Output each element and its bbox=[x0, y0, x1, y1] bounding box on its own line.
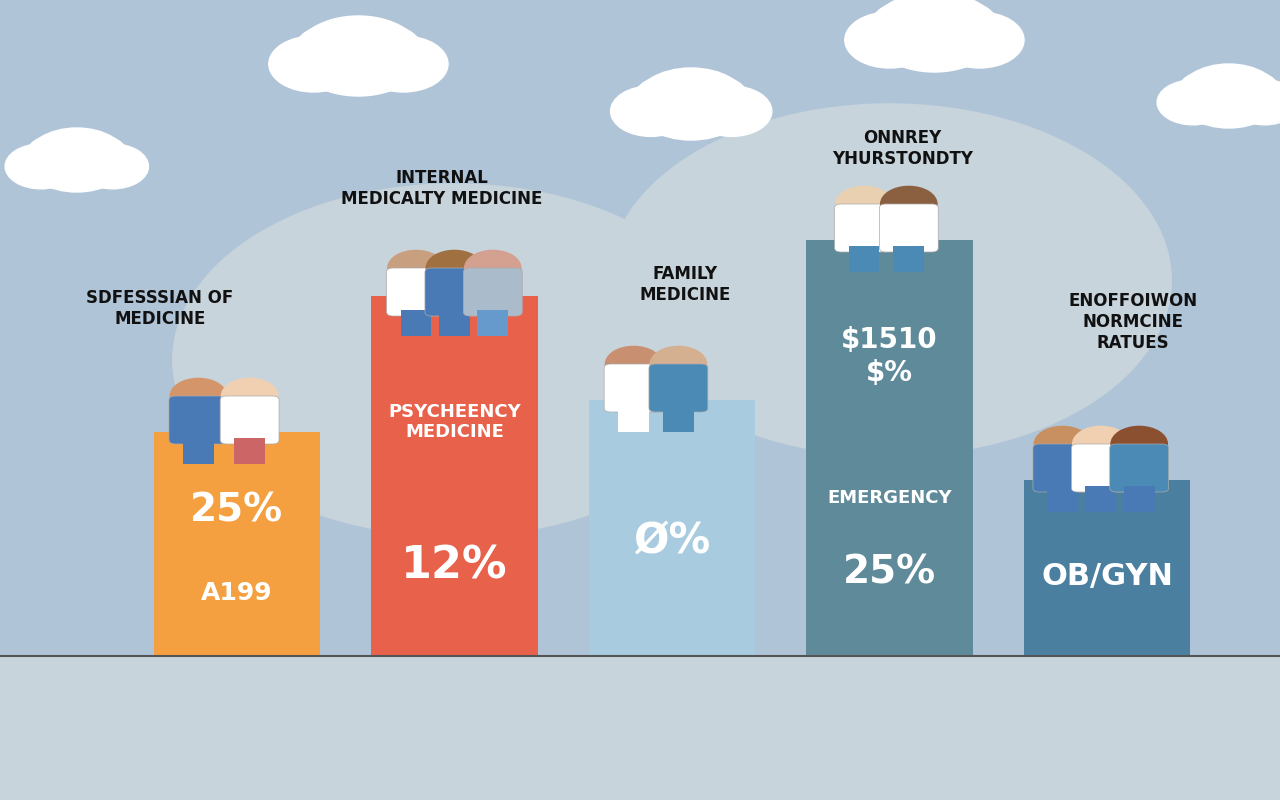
FancyBboxPatch shape bbox=[1071, 444, 1130, 492]
Text: A199: A199 bbox=[201, 582, 273, 606]
FancyBboxPatch shape bbox=[1033, 444, 1092, 492]
Text: OB/GYN: OB/GYN bbox=[1041, 562, 1174, 591]
FancyBboxPatch shape bbox=[1024, 480, 1190, 656]
Circle shape bbox=[611, 86, 691, 137]
Circle shape bbox=[934, 12, 1024, 68]
FancyBboxPatch shape bbox=[604, 364, 663, 412]
Circle shape bbox=[870, 0, 954, 52]
Text: FAMILY
MEDICINE: FAMILY MEDICINE bbox=[639, 266, 731, 304]
Circle shape bbox=[426, 250, 483, 286]
FancyBboxPatch shape bbox=[234, 438, 265, 464]
FancyBboxPatch shape bbox=[806, 240, 973, 656]
Text: Ø%: Ø% bbox=[634, 520, 710, 562]
Circle shape bbox=[1178, 70, 1244, 112]
Text: INTERNAL
MEDICALTY MEDICINE: INTERNAL MEDICALTY MEDICINE bbox=[340, 170, 543, 208]
FancyBboxPatch shape bbox=[893, 246, 924, 272]
FancyBboxPatch shape bbox=[425, 268, 484, 316]
FancyBboxPatch shape bbox=[183, 438, 214, 464]
Circle shape bbox=[675, 75, 749, 122]
Circle shape bbox=[388, 250, 444, 286]
Circle shape bbox=[915, 0, 998, 52]
FancyBboxPatch shape bbox=[169, 396, 228, 444]
Circle shape bbox=[870, 0, 998, 72]
Circle shape bbox=[339, 24, 422, 76]
Text: PSYCHEENCY
MEDICINE: PSYCHEENCY MEDICINE bbox=[388, 402, 521, 442]
Circle shape bbox=[605, 346, 662, 382]
Circle shape bbox=[1034, 426, 1091, 462]
FancyBboxPatch shape bbox=[589, 400, 755, 656]
Circle shape bbox=[881, 186, 937, 222]
Text: EMERGENCY: EMERGENCY bbox=[827, 489, 952, 507]
Circle shape bbox=[1229, 80, 1280, 125]
FancyBboxPatch shape bbox=[1085, 486, 1116, 512]
Text: 12%: 12% bbox=[401, 545, 508, 587]
Circle shape bbox=[1178, 64, 1280, 128]
Circle shape bbox=[1073, 426, 1129, 462]
FancyBboxPatch shape bbox=[663, 406, 694, 432]
Circle shape bbox=[5, 144, 77, 189]
FancyBboxPatch shape bbox=[0, 656, 1280, 800]
Circle shape bbox=[77, 144, 148, 189]
Circle shape bbox=[269, 36, 358, 92]
Text: 25%: 25% bbox=[191, 491, 283, 530]
Circle shape bbox=[170, 378, 227, 414]
Circle shape bbox=[26, 134, 92, 176]
Text: ONNREY
YHURSTONDTY: ONNREY YHURSTONDTY bbox=[832, 130, 973, 168]
FancyBboxPatch shape bbox=[1124, 486, 1155, 512]
Text: $1510
$%: $1510 $% bbox=[841, 326, 938, 386]
Circle shape bbox=[608, 104, 1171, 456]
Circle shape bbox=[294, 24, 378, 76]
Circle shape bbox=[1157, 80, 1229, 125]
Circle shape bbox=[1213, 70, 1280, 112]
FancyBboxPatch shape bbox=[154, 432, 320, 656]
Text: 25%: 25% bbox=[844, 554, 936, 592]
Circle shape bbox=[465, 250, 521, 286]
Circle shape bbox=[26, 128, 128, 192]
Circle shape bbox=[294, 16, 422, 96]
FancyBboxPatch shape bbox=[849, 246, 879, 272]
Text: SDFESSSIAN OF
MEDICINE: SDFESSSIAN OF MEDICINE bbox=[86, 289, 234, 328]
Circle shape bbox=[634, 68, 749, 140]
Circle shape bbox=[691, 86, 772, 137]
FancyBboxPatch shape bbox=[649, 364, 708, 412]
Circle shape bbox=[61, 134, 128, 176]
FancyBboxPatch shape bbox=[1047, 486, 1078, 512]
FancyBboxPatch shape bbox=[618, 406, 649, 432]
Circle shape bbox=[1111, 426, 1167, 462]
FancyBboxPatch shape bbox=[1110, 444, 1169, 492]
Circle shape bbox=[221, 378, 278, 414]
Circle shape bbox=[845, 12, 934, 68]
FancyBboxPatch shape bbox=[371, 296, 538, 656]
FancyBboxPatch shape bbox=[401, 310, 431, 336]
FancyBboxPatch shape bbox=[477, 310, 508, 336]
FancyBboxPatch shape bbox=[387, 268, 445, 316]
FancyBboxPatch shape bbox=[220, 396, 279, 444]
FancyBboxPatch shape bbox=[879, 204, 938, 252]
Circle shape bbox=[358, 36, 448, 92]
FancyBboxPatch shape bbox=[439, 310, 470, 336]
FancyBboxPatch shape bbox=[835, 204, 893, 252]
FancyBboxPatch shape bbox=[463, 268, 522, 316]
Circle shape bbox=[650, 346, 707, 382]
Text: ENOFFOIWON
NORMCINE
RATUES: ENOFFOIWON NORMCINE RATUES bbox=[1069, 292, 1197, 352]
Circle shape bbox=[173, 184, 736, 536]
Circle shape bbox=[836, 186, 892, 222]
Circle shape bbox=[634, 75, 709, 122]
